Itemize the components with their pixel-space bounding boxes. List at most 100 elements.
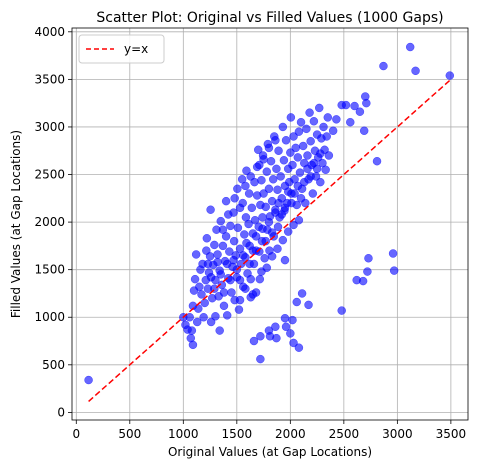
- data-point: [84, 375, 93, 385]
- data-point: [297, 289, 307, 298]
- y-tick-label: 1000: [34, 310, 65, 324]
- data-point: [260, 254, 269, 263]
- data-point: [218, 241, 228, 251]
- data-point: [215, 326, 224, 335]
- x-tick-label: 3000: [382, 427, 413, 441]
- data-point: [264, 217, 274, 227]
- data-point: [302, 124, 311, 134]
- data-point: [291, 143, 300, 153]
- data-point: [206, 205, 215, 214]
- x-tick-label: 0: [72, 427, 80, 441]
- data-point: [213, 257, 222, 267]
- data-point: [321, 165, 330, 175]
- data-point: [287, 198, 296, 208]
- data-point: [271, 136, 280, 145]
- x-tick-label: 2500: [329, 427, 360, 441]
- data-point: [372, 156, 382, 166]
- y-tick-label: 2500: [34, 168, 65, 182]
- data-point: [276, 172, 285, 181]
- data-point: [341, 100, 351, 110]
- x-ticks: 0 500 1000 1500 2000 2500 3000 3500: [72, 420, 466, 441]
- data-point: [205, 252, 215, 261]
- data-point: [323, 113, 333, 122]
- data-point: [294, 343, 304, 352]
- data-point: [294, 127, 304, 136]
- data-point: [288, 315, 297, 325]
- plot-frame: [71, 27, 469, 421]
- data-point: [203, 259, 213, 269]
- data-point: [245, 259, 254, 269]
- data-point: [218, 225, 228, 234]
- x-axis-label: Original Values (at Gap Locations): [168, 445, 372, 459]
- data-point: [234, 305, 244, 314]
- data-point: [337, 306, 346, 315]
- data-point: [280, 313, 290, 323]
- data-point: [364, 254, 373, 263]
- data-point: [272, 164, 281, 174]
- data-point: [190, 274, 200, 284]
- data-point: [202, 234, 212, 243]
- data-point: [290, 189, 299, 198]
- data-point: [389, 266, 399, 275]
- grid-lines: [72, 28, 468, 420]
- legend-box: [78, 34, 165, 64]
- data-point: [322, 132, 331, 141]
- data-point: [286, 329, 295, 338]
- data-point: [199, 312, 208, 322]
- data-point: [213, 250, 222, 259]
- data-point: [294, 215, 304, 225]
- data-point: [289, 338, 298, 348]
- data-point: [272, 333, 281, 343]
- data-point: [388, 249, 398, 258]
- data-point: [288, 160, 297, 170]
- data-point: [262, 167, 272, 176]
- data-point: [264, 143, 274, 153]
- data-point: [244, 189, 254, 198]
- y-axis-label: Filled Values (at Gap Locations): [9, 130, 23, 318]
- data-point: [267, 228, 277, 237]
- x-tick-label: 3500: [436, 427, 467, 441]
- data-point: [256, 332, 265, 341]
- data-point: [314, 103, 324, 113]
- data-point: [197, 290, 206, 299]
- data-point: [303, 164, 312, 174]
- data-point: [359, 126, 369, 136]
- data-point: [235, 203, 245, 213]
- data-point: [192, 317, 202, 327]
- data-point: [226, 275, 235, 285]
- data-point: [280, 255, 290, 265]
- data-point: [185, 312, 194, 322]
- data-point: [229, 255, 238, 265]
- data-point: [210, 240, 219, 250]
- y-tick-label: 2000: [34, 215, 65, 229]
- data-point: [235, 295, 245, 305]
- legend: y=x: [78, 34, 165, 64]
- data-point: [280, 203, 290, 213]
- data-point: [219, 288, 229, 297]
- data-point: [305, 108, 314, 117]
- data-point: [259, 155, 268, 164]
- data-point: [316, 177, 325, 187]
- data-point: [191, 250, 201, 259]
- data-point: [244, 219, 253, 229]
- data-point: [358, 276, 368, 286]
- data-point: [206, 317, 216, 327]
- data-point: [262, 263, 272, 273]
- data-point: [308, 189, 318, 198]
- data-point: [316, 149, 325, 158]
- data-point: [255, 247, 264, 256]
- data-point: [379, 61, 388, 71]
- data-point: [411, 66, 420, 76]
- data-point: [250, 215, 260, 225]
- data-point: [256, 354, 265, 364]
- data-point: [242, 166, 251, 175]
- data-point: [219, 301, 229, 311]
- data-point: [286, 148, 295, 157]
- data-point: [226, 221, 235, 231]
- x-tick-label: 2000: [275, 427, 306, 441]
- data-point: [224, 210, 233, 219]
- data-point: [221, 196, 231, 206]
- data-point: [293, 181, 303, 191]
- data-point: [187, 326, 197, 335]
